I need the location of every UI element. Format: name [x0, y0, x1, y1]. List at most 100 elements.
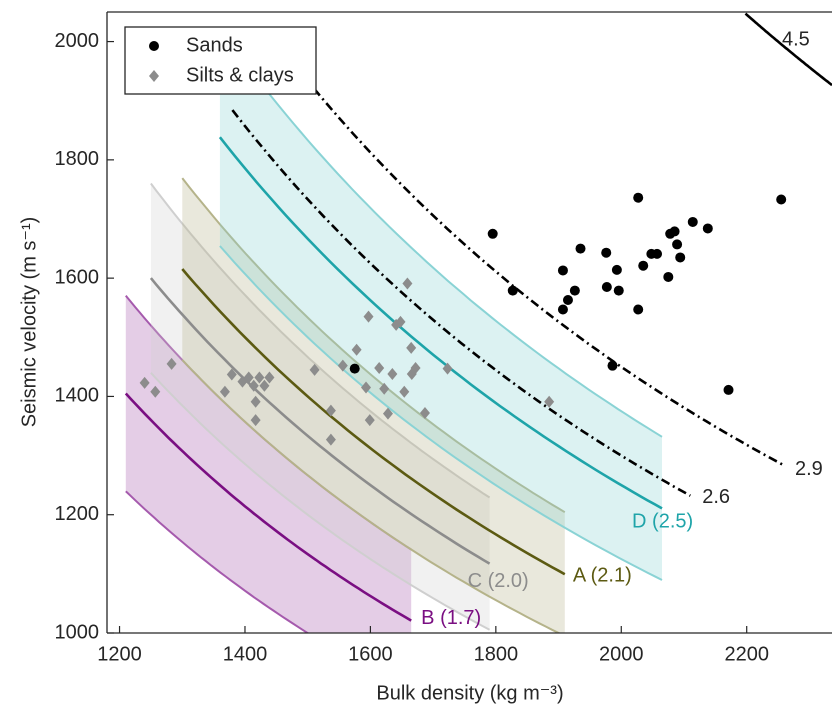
data-point — [601, 247, 612, 258]
curve-label: B (1.7) — [421, 607, 481, 629]
x-tick-label: 1600 — [348, 643, 393, 665]
data-point — [248, 379, 259, 392]
data-point — [419, 406, 430, 419]
data-point — [575, 243, 586, 254]
data-point — [399, 385, 410, 398]
legend-label: Sands — [186, 34, 243, 56]
data-point — [663, 271, 674, 282]
impedance-curve — [231, 109, 691, 497]
x-axis-label: Bulk density (kg m⁻³) — [376, 682, 563, 704]
curve-label: 2.9 — [795, 458, 823, 480]
data-point — [387, 367, 398, 380]
data-point — [507, 285, 518, 296]
band-edge — [181, 177, 566, 514]
x-tick-label: 2200 — [724, 643, 769, 665]
data-point — [250, 395, 261, 408]
impedance-band — [125, 295, 412, 633]
data-point — [351, 343, 362, 356]
band-edge — [219, 245, 663, 581]
y-tick-label: 1400 — [55, 385, 100, 407]
data-point — [672, 239, 683, 250]
data-point — [702, 223, 713, 234]
data-point — [633, 192, 644, 203]
data-point — [601, 282, 612, 293]
data-point — [364, 414, 375, 427]
legend-label: Silts & clays — [186, 64, 294, 86]
y-tick-label: 1200 — [55, 503, 100, 525]
data-point — [652, 248, 663, 259]
band-edge — [125, 490, 310, 633]
data-point — [325, 433, 336, 446]
curve-label: 4.5 — [782, 28, 810, 50]
data-point — [723, 384, 734, 395]
plot-area — [124, 12, 832, 633]
data-point — [544, 395, 555, 408]
data-point — [374, 362, 385, 375]
data-point — [569, 285, 580, 296]
band-edge — [181, 359, 561, 633]
y-axis-label: Seismic velocity (m s⁻¹) — [18, 217, 40, 428]
data-point — [382, 407, 393, 420]
y-tick-label: 1800 — [55, 148, 100, 170]
x-tick-label: 2000 — [599, 643, 644, 665]
data-point — [562, 295, 573, 306]
data-point — [150, 385, 161, 398]
data-point — [687, 216, 698, 227]
data-point — [219, 385, 230, 398]
data-point — [379, 382, 390, 395]
data-point — [638, 260, 649, 271]
curve-label: A (2.1) — [573, 564, 632, 586]
impedance-curve — [149, 277, 491, 565]
data-point — [363, 310, 374, 323]
curve-label: 2.6 — [702, 486, 730, 508]
data-point — [669, 226, 680, 237]
data-point — [166, 357, 177, 370]
data-point — [349, 363, 360, 374]
x-tick-label: 1400 — [223, 643, 268, 665]
data-point — [264, 371, 275, 384]
data-point — [406, 341, 417, 354]
x-tick-label: 1200 — [97, 643, 142, 665]
data-point — [149, 41, 159, 51]
data-point — [395, 315, 406, 328]
legend: Sands Silts & clays — [124, 26, 317, 95]
impedance-band — [182, 178, 565, 633]
data-point — [361, 381, 372, 394]
data-point — [254, 371, 265, 384]
data-point — [557, 304, 568, 315]
data-point — [243, 371, 254, 384]
data-point — [309, 363, 320, 376]
data-point — [226, 368, 237, 381]
impedance-curve — [744, 12, 832, 87]
data-point — [613, 285, 624, 296]
data-point — [607, 360, 618, 371]
band-edge — [219, 27, 663, 438]
impedance-curve — [218, 136, 663, 510]
y-tick-label: 2000 — [55, 30, 100, 52]
data-point — [611, 264, 622, 275]
y-tick-label: 1000 — [55, 621, 100, 643]
data-point — [487, 228, 498, 239]
data-point — [402, 277, 413, 290]
data-point — [675, 252, 686, 263]
impedance-curve — [124, 392, 412, 622]
data-point — [139, 376, 150, 389]
curve-label: D (2.5) — [632, 511, 693, 533]
impedance-curve — [181, 268, 566, 576]
data-point — [410, 362, 421, 375]
data-point — [337, 359, 348, 372]
data-point — [442, 362, 453, 375]
curve-label: C (2.0) — [468, 570, 529, 592]
data-point — [259, 379, 270, 392]
axes — [106, 11, 832, 634]
data-point — [776, 194, 787, 205]
data-point — [250, 414, 261, 427]
band-edge — [150, 372, 491, 631]
x-tick-label: 1800 — [474, 643, 519, 665]
data-point — [557, 265, 568, 276]
impedance-curve — [313, 87, 786, 468]
data-point — [325, 404, 336, 417]
y-tick-label: 1600 — [55, 266, 100, 288]
data-point — [633, 304, 644, 315]
